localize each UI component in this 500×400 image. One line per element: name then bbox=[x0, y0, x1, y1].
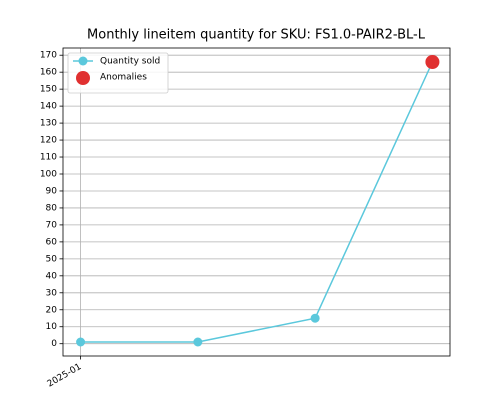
y-tick-label: 170 bbox=[40, 51, 57, 61]
legend-box bbox=[67, 52, 169, 94]
y-tick-label: 20 bbox=[46, 305, 58, 315]
y-tick-label: 90 bbox=[46, 186, 58, 196]
y-tick-label: 120 bbox=[40, 136, 57, 146]
y-tick-label: 30 bbox=[46, 288, 58, 298]
y-tick-label: 60 bbox=[46, 237, 58, 247]
data-point bbox=[76, 337, 86, 347]
plot-frame bbox=[62, 47, 451, 357]
legend-label: Anomalies bbox=[100, 73, 147, 83]
legend-marker bbox=[76, 71, 90, 85]
y-tick-label: 70 bbox=[46, 220, 58, 230]
y-tick-label: 100 bbox=[40, 170, 57, 180]
y-tick-label: 50 bbox=[46, 254, 58, 264]
legend: Quantity sold Anomalies bbox=[67, 52, 169, 94]
y-tick-label: 130 bbox=[40, 119, 57, 129]
anomaly-point bbox=[425, 55, 440, 69]
y-tick-label: 10 bbox=[46, 322, 58, 332]
data-point bbox=[193, 337, 203, 347]
chart-title: Monthly lineitem quantity for SKU: FS1.0… bbox=[87, 28, 426, 43]
y-tick-label: 110 bbox=[40, 153, 57, 163]
legend-marker bbox=[78, 56, 88, 66]
y-tick-label: 0 bbox=[51, 339, 57, 349]
data-point bbox=[310, 313, 320, 323]
legend-label: Quantity sold bbox=[100, 57, 160, 67]
y-tick-label: 160 bbox=[40, 68, 57, 78]
y-tick-label: 40 bbox=[46, 271, 58, 281]
data-line bbox=[80, 61, 434, 343]
y-tick-label: 150 bbox=[40, 85, 57, 95]
y-tick-label: 80 bbox=[46, 203, 58, 213]
y-tick-label: 140 bbox=[40, 102, 57, 112]
